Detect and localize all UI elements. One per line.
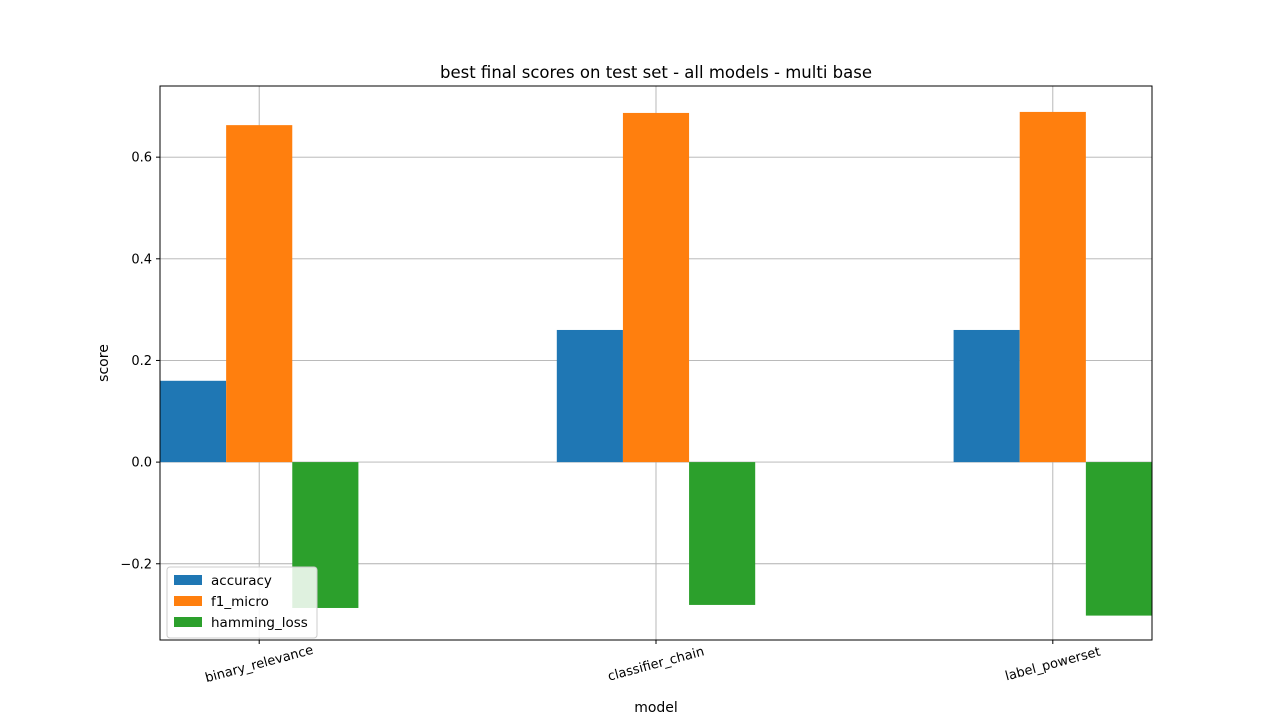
- legend-label-hamming_loss: hamming_loss: [211, 615, 308, 631]
- bar-accuracy-binary_relevance: [160, 380, 227, 463]
- bar-hamming_loss-label_powerset: [1085, 462, 1152, 616]
- bar-f1_micro-label_powerset: [1019, 111, 1086, 463]
- legend-swatch-f1_micro: [174, 596, 202, 606]
- legend-box: [166, 566, 318, 639]
- x-tick-label: binary_relevance: [204, 643, 315, 686]
- x-tick-label: label_powerset: [1004, 645, 1103, 685]
- x-axis: binary_relevance classifier_chain label_po…: [204, 640, 1103, 686]
- chart-title: best final scores on test set - all mode…: [440, 63, 872, 82]
- bar-f1_micro-binary_relevance: [226, 125, 293, 463]
- y-tick-label: −0.2: [120, 557, 152, 572]
- y-tick-label: 0.2: [131, 354, 152, 369]
- x-tick-label: classifier_chain: [606, 644, 706, 684]
- bars: [160, 111, 1152, 616]
- y-tick-label: 0.4: [131, 252, 152, 267]
- bar-accuracy-label_powerset: [953, 329, 1020, 463]
- y-axis-label: score: [96, 344, 112, 382]
- bar-hamming_loss-classifier_chain: [689, 462, 756, 605]
- legend-label-f1_micro: f1_micro: [211, 594, 269, 610]
- y-axis: −0.2 0.0 0.2 0.4 0.6: [120, 151, 160, 572]
- bar-accuracy-classifier_chain: [556, 329, 623, 463]
- bar-f1_micro-classifier_chain: [622, 112, 690, 463]
- y-tick-label: 0.0: [131, 456, 152, 471]
- legend-swatch-hamming_loss: [174, 617, 202, 627]
- legend-swatch-accuracy: [174, 575, 202, 585]
- legend-label-accuracy: accuracy: [211, 573, 272, 589]
- legend: accuracy f1_micro hamming_loss: [166, 566, 318, 639]
- x-axis-label: model: [634, 700, 678, 716]
- y-tick-label: 0.6: [131, 151, 152, 166]
